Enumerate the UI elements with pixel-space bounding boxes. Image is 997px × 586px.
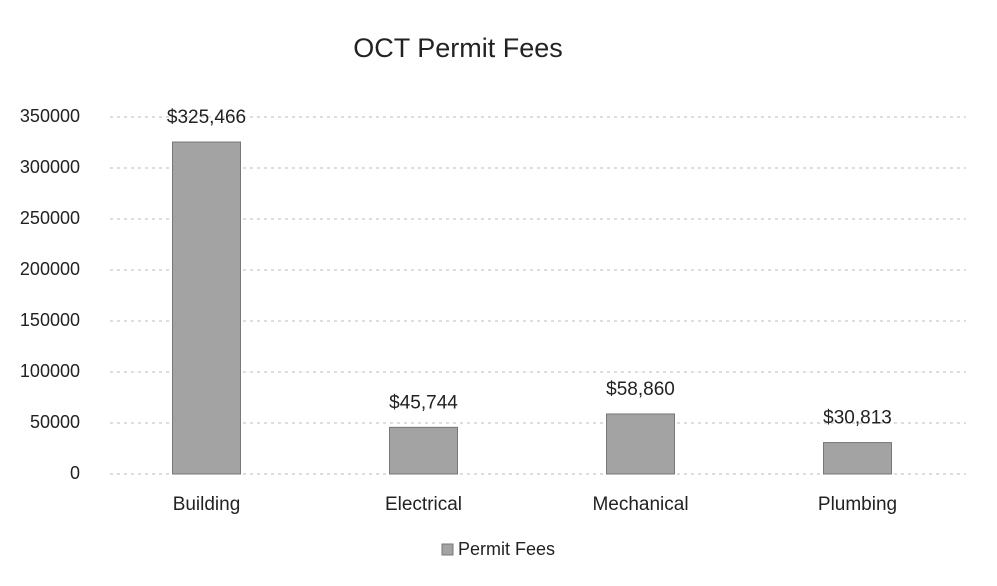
bar: [823, 442, 892, 475]
x-tick-label: Plumbing: [818, 494, 897, 515]
bar: [172, 141, 241, 475]
chart-title: OCT Permit Fees: [353, 33, 563, 63]
data-label: $325,466: [167, 107, 246, 128]
y-tick-label: 300000: [20, 157, 80, 177]
y-tick-label: 350000: [20, 106, 80, 126]
y-tick-label: 0: [70, 463, 80, 483]
legend-label: Permit Fees: [458, 539, 555, 559]
legend-swatch: [441, 543, 454, 556]
y-tick-label: 100000: [20, 361, 80, 381]
y-tick-label: 150000: [20, 310, 80, 330]
data-label: $58,860: [606, 379, 675, 400]
x-tick-label: Mechanical: [592, 494, 688, 515]
bar: [606, 413, 675, 475]
x-tick-label: Building: [173, 494, 241, 515]
y-tick-label: 200000: [20, 259, 80, 279]
data-label: $30,813: [823, 408, 892, 429]
y-tick-label: 50000: [30, 412, 80, 432]
y-tick-label: 250000: [20, 208, 80, 228]
data-label: $45,744: [389, 392, 458, 413]
bar: [389, 426, 458, 475]
x-tick-label: Electrical: [385, 494, 462, 515]
